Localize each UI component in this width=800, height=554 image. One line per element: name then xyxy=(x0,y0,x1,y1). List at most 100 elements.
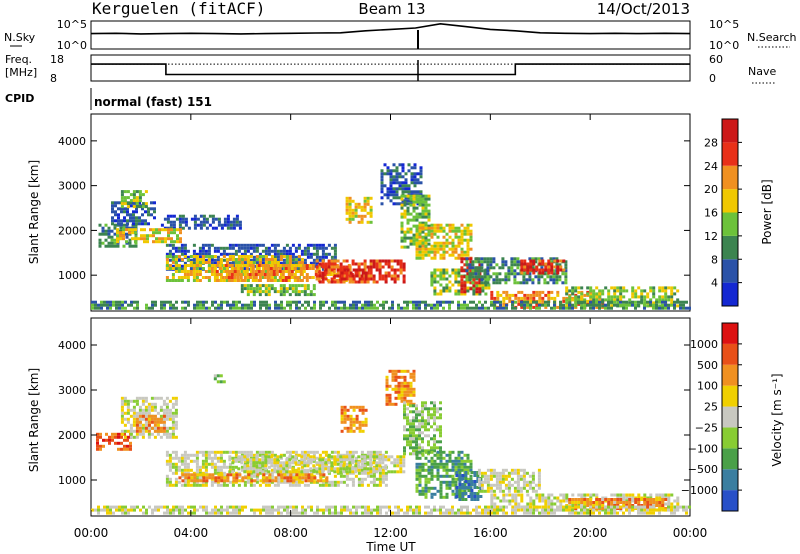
range-gate-cell xyxy=(528,480,532,484)
range-gate-cell xyxy=(448,450,452,454)
range-gate-cell xyxy=(439,401,442,405)
range-gate-cell xyxy=(427,486,431,490)
range-gate-cell xyxy=(474,272,478,276)
range-gate-cell xyxy=(255,258,259,261)
range-gate-cell xyxy=(520,296,524,300)
range-gate-cell xyxy=(427,242,431,246)
range-gate-cell xyxy=(105,432,108,436)
range-gate-cell xyxy=(307,479,311,483)
range-gate-cell xyxy=(436,303,439,307)
range-gate-cell xyxy=(442,277,446,281)
range-gate-cell xyxy=(388,384,392,388)
range-gate-cell xyxy=(380,202,384,206)
range-gate-cell xyxy=(501,266,505,270)
range-gate-cell xyxy=(526,265,530,269)
range-gate-cell xyxy=(427,489,431,493)
range-gate-cell xyxy=(472,284,476,288)
range-gate-cell xyxy=(195,450,199,454)
range-gate-cell xyxy=(415,244,419,248)
range-gate-cell xyxy=(433,401,436,405)
range-gate-cell xyxy=(235,473,239,477)
range-gate-cell xyxy=(490,290,494,294)
range-gate-cell xyxy=(321,262,325,266)
range-gate-cell xyxy=(321,259,325,263)
range-gate-cell xyxy=(324,246,328,250)
range-gate-cell xyxy=(327,461,331,465)
range-gate-cell xyxy=(451,244,455,248)
range-gate-cell xyxy=(427,410,430,414)
range-gate-cell xyxy=(156,423,160,427)
range-gate-cell xyxy=(120,435,123,439)
range-gate-cell xyxy=(293,276,297,279)
range-gate-cell xyxy=(261,258,265,262)
range-gate-cell xyxy=(219,453,223,457)
range-gate-cell xyxy=(120,429,124,433)
range-gate-cell xyxy=(333,480,337,484)
range-gate-cell xyxy=(415,468,419,472)
range-gate-cell xyxy=(363,455,367,459)
range-gate-cell xyxy=(331,303,334,307)
range-gate-cell xyxy=(168,411,172,415)
range-gate-cell xyxy=(321,255,325,259)
range-gate-cell xyxy=(489,483,493,487)
range-gate-cell xyxy=(147,405,151,409)
range-gate-cell xyxy=(255,255,259,258)
range-gate-cell xyxy=(495,281,499,285)
range-gate-cell xyxy=(308,276,312,279)
range-gate-cell xyxy=(463,303,466,307)
range-gate-cell xyxy=(529,268,533,272)
range-gate-cell xyxy=(658,306,661,310)
range-gate-cell xyxy=(123,207,126,211)
range-gate-cell xyxy=(165,414,169,418)
range-gate-cell xyxy=(413,184,417,188)
range-gate-cell xyxy=(243,276,247,279)
range-gate-cell xyxy=(186,264,190,267)
range-gate-cell xyxy=(243,267,247,271)
range-gate-cell xyxy=(184,223,188,227)
range-gate-cell xyxy=(337,306,340,310)
range-gate-cell xyxy=(193,306,196,310)
range-gate-cell xyxy=(640,292,644,296)
range-gate-cell xyxy=(168,456,172,460)
range-gate-cell xyxy=(393,271,397,275)
range-gate-cell xyxy=(285,258,289,261)
range-gate-cell xyxy=(427,194,431,198)
range-gate-cell xyxy=(595,305,599,309)
range-gate-cell xyxy=(354,474,358,478)
range-gate-cell xyxy=(501,480,505,484)
range-gate-cell xyxy=(91,303,94,307)
range-gate-cell xyxy=(267,455,271,459)
range-gate-cell xyxy=(237,246,241,250)
range-gate-cell xyxy=(381,480,385,484)
range-gate-cell xyxy=(380,175,384,179)
range-gate-cell xyxy=(489,477,493,481)
range-gate-cell xyxy=(295,306,298,310)
range-gate-cell xyxy=(279,464,283,468)
range-gate-cell xyxy=(372,483,376,487)
range-gate-cell xyxy=(433,229,437,233)
range-gate-cell xyxy=(114,432,117,436)
range-gate-cell xyxy=(360,220,364,224)
range-gate-cell xyxy=(499,300,502,304)
range-gate-cell xyxy=(211,476,215,480)
range-gate-cell xyxy=(189,483,193,487)
range-gate-cell xyxy=(277,473,281,477)
range-gate-cell xyxy=(564,272,568,276)
range-gate-cell xyxy=(180,453,184,457)
range-gate-cell xyxy=(96,444,99,448)
range-gate-cell xyxy=(168,468,172,472)
range-gate-cell xyxy=(384,477,388,481)
range-gate-cell xyxy=(345,211,349,215)
range-gate-cell xyxy=(258,243,262,247)
range-gate-cell xyxy=(192,261,196,265)
noise-right-tick-top: 10^5 xyxy=(709,18,739,31)
range-gate-cell xyxy=(460,266,464,270)
range-gate-cell xyxy=(268,306,271,310)
range-gate-cell xyxy=(216,249,220,253)
range-gate-cell xyxy=(397,390,401,394)
range-gate-cell xyxy=(367,300,370,304)
range-gate-cell xyxy=(366,455,370,459)
range-gate-cell xyxy=(337,300,340,304)
range-gate-cell xyxy=(382,306,385,310)
range-gate-cell xyxy=(147,213,150,217)
